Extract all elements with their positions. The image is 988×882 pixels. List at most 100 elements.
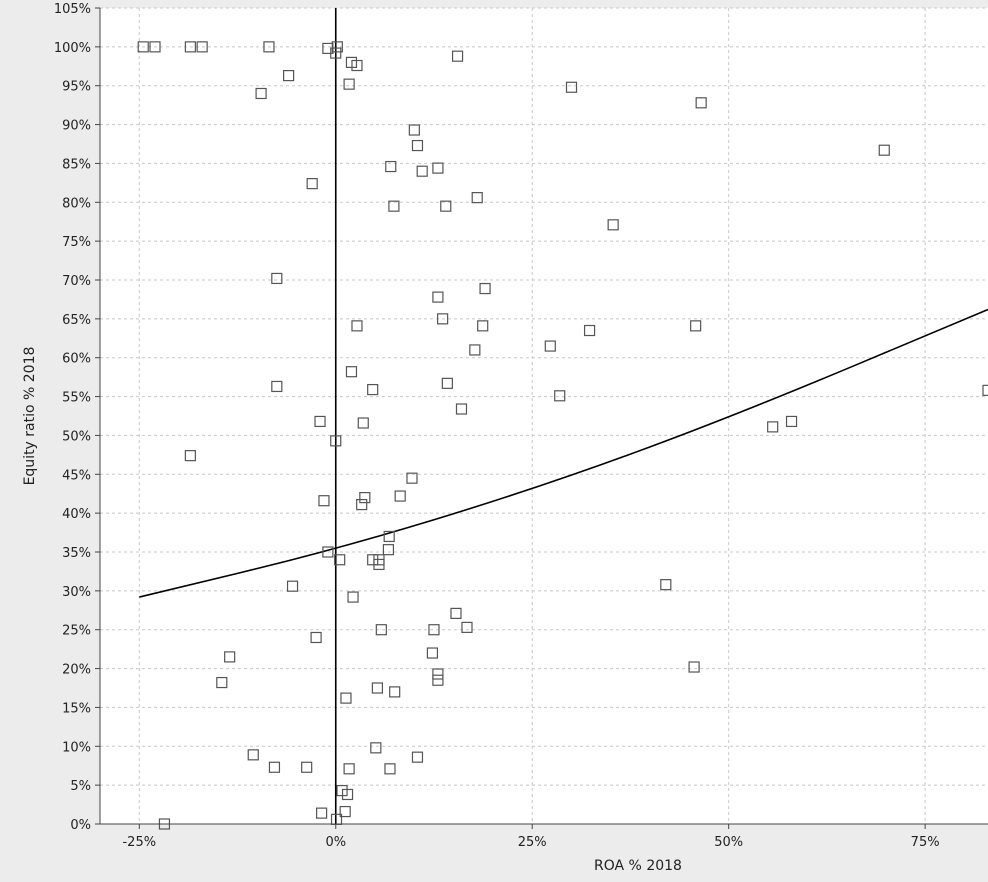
y-tick-label: 55% [62, 391, 91, 406]
data-point [343, 763, 355, 775]
data-point [432, 668, 444, 680]
data-point [216, 676, 228, 689]
data-point [565, 81, 578, 93]
data-point [359, 492, 371, 504]
data-point [411, 139, 424, 152]
plot-area [100, 8, 988, 824]
trend-line [139, 308, 988, 598]
data-point [455, 403, 468, 415]
data-point [660, 579, 672, 591]
data-point [450, 607, 462, 619]
x-tick-label: 25% [518, 835, 547, 850]
data-point [351, 320, 363, 332]
data-point [322, 546, 334, 558]
data-point [345, 366, 358, 378]
y-tick-label: 25% [62, 624, 91, 639]
data-point [347, 591, 359, 603]
data-point [411, 751, 424, 763]
data-point [477, 320, 489, 332]
data-point [607, 219, 619, 231]
y-tick-label: 0% [70, 818, 91, 833]
data-point [432, 291, 444, 303]
data-point [426, 647, 439, 659]
data-point [437, 313, 449, 325]
data-point [341, 788, 354, 801]
data-point [137, 41, 149, 53]
data-point [767, 421, 779, 433]
x-tick-label: 75% [911, 835, 940, 850]
y-tick-label: 45% [62, 468, 91, 483]
y-tick-label: 65% [62, 313, 91, 328]
x-tick-label: 0% [325, 835, 346, 850]
data-point [428, 624, 440, 636]
y-tick-label: 20% [62, 663, 91, 678]
data-point [408, 124, 420, 136]
grid-lines [100, 7, 988, 825]
data-point [330, 47, 342, 59]
data-point [554, 390, 566, 402]
data-point [286, 580, 299, 592]
data-point [334, 554, 346, 566]
data-point [385, 160, 397, 173]
data-point [471, 192, 483, 204]
data-point [878, 144, 890, 156]
data-point [184, 41, 196, 53]
data-point [306, 178, 318, 190]
data-point [384, 763, 396, 775]
data-point [688, 661, 700, 673]
data-point [406, 472, 418, 484]
y-tick-label: 100% [54, 41, 91, 56]
data-point [371, 682, 384, 694]
data-point [351, 59, 363, 72]
y-tick-label: 95% [62, 80, 91, 95]
data-point [695, 97, 707, 109]
y-tick-label: 10% [62, 740, 91, 755]
data-point [149, 41, 161, 53]
data-point [469, 344, 481, 356]
y-tick-label: 30% [62, 585, 91, 600]
y-tick-label: 105% [54, 2, 91, 17]
data-point [544, 340, 556, 352]
y-tick-label: 90% [62, 119, 91, 134]
data-point [301, 761, 313, 773]
data-point [690, 320, 702, 332]
data-point [382, 544, 395, 556]
data-point [441, 377, 453, 389]
data-point [255, 87, 267, 100]
y-tick-label: 5% [70, 779, 91, 794]
data-point [370, 742, 382, 754]
y-axis-label: Equity ratio % 2018 [22, 347, 38, 486]
data-point [224, 651, 236, 663]
data-point [330, 435, 342, 447]
data-point [583, 324, 596, 337]
y-axis-ticks: 0% 5% 10% 15% 20% 25% 30% 35% 40% 45% 50% 55% 60% 65%… [54, 2, 100, 833]
x-tick-label: -25% [122, 835, 156, 850]
x-tick-label: 50% [714, 835, 743, 850]
y-tick-label: 75% [62, 235, 91, 250]
data-point [196, 41, 208, 53]
data-point [268, 761, 281, 773]
data-point [271, 272, 283, 285]
y-tick-label: 60% [62, 352, 91, 367]
data-point [184, 450, 196, 462]
y-tick-label: 80% [62, 196, 91, 211]
data-point [247, 749, 259, 761]
data-point [310, 631, 322, 644]
y-tick-label: 50% [62, 429, 91, 444]
x-axis-ticks: -25% 0% 25% 50% 75% [122, 824, 940, 850]
data-point [283, 70, 295, 82]
data-point [389, 686, 401, 698]
data-point [416, 165, 428, 177]
y-tick-label: 70% [62, 274, 91, 289]
data-point [357, 417, 369, 429]
data-point [394, 490, 406, 502]
data-point [314, 415, 326, 428]
data-point [339, 805, 351, 818]
data-point [318, 495, 330, 507]
x-axis-label: ROA % 2018 [594, 858, 682, 874]
y-tick-label: 35% [62, 546, 91, 561]
data-point [263, 41, 275, 53]
data-point [383, 530, 395, 543]
data-point [785, 415, 798, 428]
y-tick-label: 15% [62, 701, 91, 716]
